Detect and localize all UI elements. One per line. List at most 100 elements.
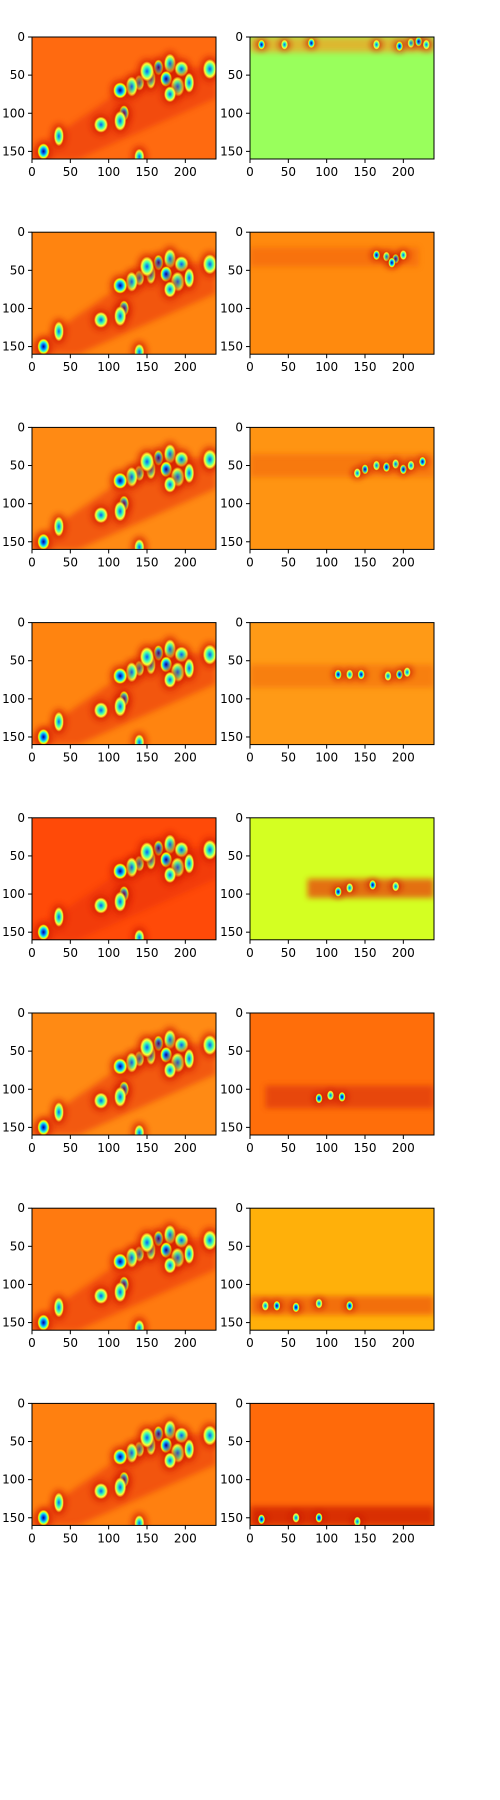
feature-blob <box>113 1058 128 1075</box>
x-tick-label: 0 <box>28 1141 36 1155</box>
panel-frame <box>31 1012 217 1136</box>
x-tick-label: 50 <box>63 1336 78 1350</box>
x-tick-label: 150 <box>136 1336 159 1350</box>
y-tick-label: 0 <box>17 1201 25 1215</box>
feature-blob <box>94 116 108 133</box>
feature-blob <box>392 459 400 469</box>
y-tick-label: 50 <box>10 1239 25 1253</box>
feature-blob <box>281 39 288 50</box>
feature-blob <box>114 1282 127 1303</box>
feature-blob <box>184 72 195 93</box>
y-tick-label: 50 <box>228 1435 243 1449</box>
y-tick-label: 0 <box>17 30 25 44</box>
feature-blob <box>37 924 50 940</box>
feature-blob <box>164 1062 176 1079</box>
feature-blob <box>140 1232 154 1253</box>
feature-blob <box>307 38 315 49</box>
x-tick-label: 0 <box>246 360 254 374</box>
heatmap-background <box>250 1403 434 1526</box>
feature-blob <box>113 82 128 99</box>
panel-frame <box>249 36 435 160</box>
y-tick-label: 150 <box>220 535 243 549</box>
y-tick-label: 100 <box>2 1277 25 1291</box>
x-tick-label: 100 <box>315 751 338 765</box>
x-tick-label: 0 <box>28 1336 36 1350</box>
y-tick-label: 50 <box>10 654 25 668</box>
y-tick-label: 100 <box>220 887 243 901</box>
x-tick-label: 200 <box>174 1531 197 1545</box>
x-tick-label: 0 <box>28 360 36 374</box>
heatmap-panel-r0c1: 0 50 100 150 200 0 50 100 150 <box>220 30 435 179</box>
heatmap-panel-r7c0: 0 50 100 150 200 0 50 100 150 <box>2 1396 217 1545</box>
x-tick-label: 150 <box>354 751 377 765</box>
y-tick-label: 150 <box>220 1316 243 1330</box>
feature-blob <box>113 1448 128 1465</box>
y-tick-label: 100 <box>220 1277 243 1291</box>
panel-frame <box>31 622 217 746</box>
x-tick-label: 50 <box>281 165 296 179</box>
feature-blob <box>140 1427 154 1448</box>
x-tick-label: 50 <box>63 1141 78 1155</box>
y-tick-label: 50 <box>228 459 243 473</box>
y-tick-label: 150 <box>2 340 25 354</box>
x-tick-label: 50 <box>281 360 296 374</box>
y-tick-label: 100 <box>220 1082 243 1096</box>
feature-blob <box>53 906 64 927</box>
y-tick-label: 0 <box>235 1396 243 1410</box>
feature-blob <box>184 1439 195 1460</box>
y-tick-label: 100 <box>2 887 25 901</box>
feature-blob <box>388 257 396 268</box>
x-tick-label: 50 <box>63 1531 78 1545</box>
feature-blob <box>94 897 108 914</box>
feature-blob <box>184 853 195 874</box>
y-tick-label: 100 <box>220 497 243 511</box>
activation-band <box>250 37 434 53</box>
y-tick-label: 100 <box>2 1082 25 1096</box>
feature-blob <box>292 1512 300 1523</box>
heatmap-panel-r1c0: 0 50 100 150 200 0 50 100 150 <box>2 225 217 374</box>
y-tick-label: 50 <box>228 1239 243 1253</box>
x-tick-label: 200 <box>392 946 415 960</box>
y-tick-label: 150 <box>220 144 243 158</box>
y-tick-label: 0 <box>235 1006 243 1020</box>
feature-blob <box>94 1092 108 1109</box>
y-tick-label: 150 <box>2 925 25 939</box>
x-tick-label: 0 <box>28 165 36 179</box>
x-tick-label: 150 <box>136 751 159 765</box>
y-tick-label: 0 <box>17 420 25 434</box>
heatmap-panel-r2c1: 0 50 100 150 200 0 50 100 150 <box>220 420 435 569</box>
y-tick-label: 150 <box>220 340 243 354</box>
x-tick-label: 100 <box>97 1531 120 1545</box>
feature-blob <box>315 1512 323 1523</box>
feature-blob <box>140 646 154 667</box>
feature-blob <box>346 882 354 893</box>
feature-blob <box>37 1314 50 1331</box>
heatmap-background <box>250 427 434 550</box>
feature-blob <box>113 863 128 880</box>
feature-blob <box>94 1287 108 1304</box>
feature-blob <box>53 321 64 342</box>
y-tick-label: 150 <box>2 535 25 549</box>
feature-blob <box>114 501 127 522</box>
heatmap-panel-r3c0: 0 50 100 150 200 0 50 100 150 <box>2 616 217 765</box>
panel-frame <box>31 817 217 941</box>
y-tick-label: 0 <box>235 420 243 434</box>
y-tick-label: 0 <box>17 225 25 239</box>
feature-blob <box>164 866 176 883</box>
feature-blob <box>140 451 154 472</box>
feature-blob <box>184 658 195 679</box>
feature-blob <box>140 842 154 863</box>
feature-blob <box>53 126 64 147</box>
feature-blob <box>94 311 108 328</box>
y-tick-label: 0 <box>17 811 25 825</box>
feature-blob <box>113 667 128 684</box>
x-tick-label: 0 <box>246 1531 254 1545</box>
feature-blob <box>202 1425 216 1446</box>
y-tick-label: 100 <box>220 1473 243 1487</box>
x-tick-label: 100 <box>315 360 338 374</box>
x-tick-label: 0 <box>246 946 254 960</box>
feature-blob <box>164 1452 176 1469</box>
y-tick-label: 150 <box>2 730 25 744</box>
x-tick-label: 50 <box>63 946 78 960</box>
